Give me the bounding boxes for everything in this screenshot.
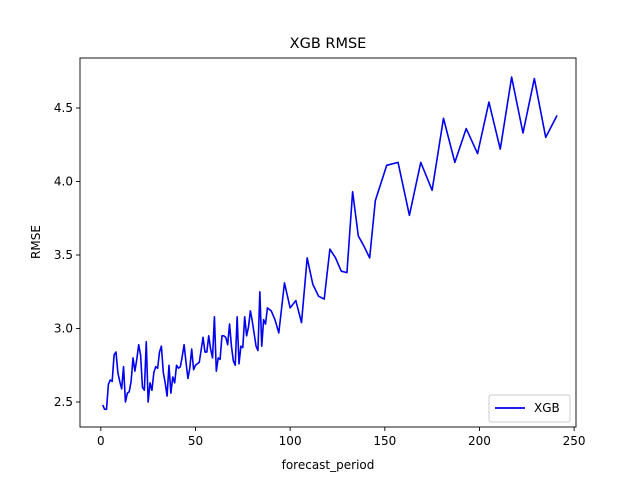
legend: XGB xyxy=(488,394,571,423)
y-tick-label: 4.0 xyxy=(54,174,73,188)
x-tick-label: 250 xyxy=(563,434,586,448)
legend-box xyxy=(488,394,571,423)
y-axis-label: RMSE xyxy=(29,225,43,259)
y-tick-label: 4.5 xyxy=(54,101,73,115)
x-axis: 0 50 100 150 200 250 xyxy=(97,427,586,448)
x-axis-label: forecast_period xyxy=(282,458,375,472)
x-tick-label: 150 xyxy=(373,434,396,448)
y-tick-label: 3.5 xyxy=(54,248,73,262)
x-tick-label: 200 xyxy=(468,434,491,448)
x-tick-label: 0 xyxy=(97,434,105,448)
y-tick-label: 2.5 xyxy=(54,395,73,409)
legend-label-xgb: XGB xyxy=(534,401,560,415)
series-layer xyxy=(101,76,558,411)
y-tick-label: 3.0 xyxy=(54,322,73,336)
series-line-xgb xyxy=(101,76,558,411)
plot-area xyxy=(79,57,577,428)
y-axis: 2.5 3.0 3.5 4.0 4.5 xyxy=(54,101,80,409)
x-tick-label: 50 xyxy=(188,434,203,448)
x-tick-label: 100 xyxy=(279,434,302,448)
chart-title: XGB RMSE xyxy=(290,36,367,52)
